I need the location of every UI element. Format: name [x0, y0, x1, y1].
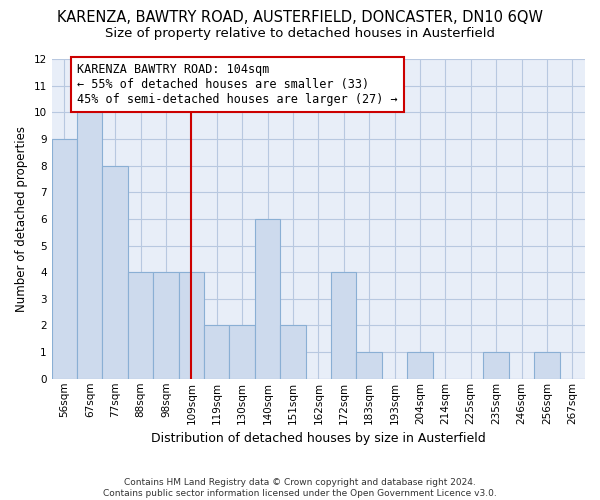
- Bar: [179, 272, 204, 379]
- Text: KARENZA, BAWTRY ROAD, AUSTERFIELD, DONCASTER, DN10 6QW: KARENZA, BAWTRY ROAD, AUSTERFIELD, DONCA…: [57, 10, 543, 25]
- Bar: [331, 272, 356, 379]
- Y-axis label: Number of detached properties: Number of detached properties: [15, 126, 28, 312]
- Bar: [153, 272, 179, 379]
- Bar: [280, 326, 305, 379]
- Text: Size of property relative to detached houses in Austerfield: Size of property relative to detached ho…: [105, 28, 495, 40]
- Bar: [407, 352, 433, 379]
- Bar: [534, 352, 560, 379]
- Bar: [484, 352, 509, 379]
- Bar: [77, 112, 103, 379]
- Bar: [128, 272, 153, 379]
- X-axis label: Distribution of detached houses by size in Austerfield: Distribution of detached houses by size …: [151, 432, 486, 445]
- Bar: [103, 166, 128, 379]
- Bar: [52, 139, 77, 379]
- Bar: [229, 326, 255, 379]
- Bar: [204, 326, 229, 379]
- Text: KARENZA BAWTRY ROAD: 104sqm
← 55% of detached houses are smaller (33)
45% of sem: KARENZA BAWTRY ROAD: 104sqm ← 55% of det…: [77, 63, 398, 106]
- Text: Contains HM Land Registry data © Crown copyright and database right 2024.
Contai: Contains HM Land Registry data © Crown c…: [103, 478, 497, 498]
- Bar: [255, 219, 280, 379]
- Bar: [356, 352, 382, 379]
